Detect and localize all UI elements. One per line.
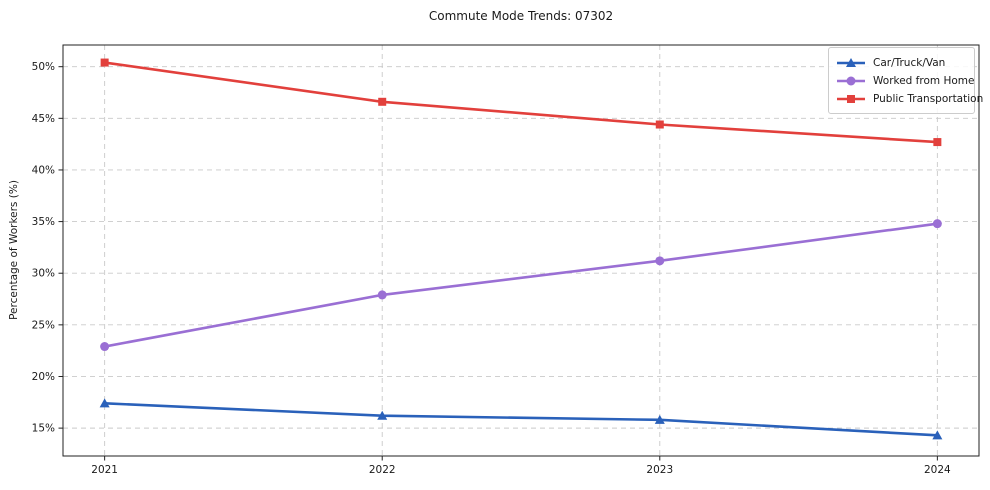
legend-item-worked-from-home: Worked from Home xyxy=(836,72,974,89)
data-point-square xyxy=(655,120,664,129)
legend-item-public-transportation: Public Transportation xyxy=(836,90,983,107)
y-axis-label: Percentage of Workers (%) xyxy=(8,180,20,320)
legend-label: Car/Truck/Van xyxy=(873,56,946,69)
x-tick-label: 2022 xyxy=(369,464,396,476)
y-tick-label: 15% xyxy=(32,423,55,435)
data-point-circle xyxy=(932,219,942,229)
series-line-car-truck-van xyxy=(103,402,939,437)
data-point-square xyxy=(933,138,942,147)
data-point-triangle xyxy=(377,410,388,420)
y-tick-label: 25% xyxy=(32,319,55,331)
data-point-circle xyxy=(655,256,665,266)
y-tick-label: 20% xyxy=(32,371,55,383)
data-point-square xyxy=(100,58,109,67)
y-tick-label: 45% xyxy=(32,113,55,125)
chart-title: Commute Mode Trends: 07302 xyxy=(428,9,614,23)
legend-label: Public Transportation xyxy=(873,92,984,105)
series-line-worked-from-home xyxy=(103,222,939,348)
y-tick-label: 40% xyxy=(32,164,55,176)
legend-item-car-truck-van: Car/Truck/Van xyxy=(836,54,968,71)
data-point-triangle xyxy=(654,414,665,424)
series-line-public-transportation xyxy=(103,61,939,144)
x-tick-label: 2023 xyxy=(646,464,673,476)
data-point-triangle xyxy=(99,398,110,408)
legend-swatch-triangle-icon xyxy=(837,57,865,67)
data-point-circle xyxy=(100,342,110,352)
legend-swatch-square-icon xyxy=(837,94,865,103)
data-point-triangle xyxy=(932,430,943,440)
legend-swatch-circle-icon xyxy=(837,76,865,85)
x-tick-label: 2024 xyxy=(924,464,951,476)
y-tick-label: 30% xyxy=(32,268,55,280)
legend-label: Worked from Home xyxy=(873,74,975,87)
y-tick-label: 50% xyxy=(32,61,55,73)
legend: Car/Truck/Van Worked from Home Public Tran… xyxy=(828,47,983,114)
data-point-circle xyxy=(377,290,387,300)
data-point-square xyxy=(378,97,387,106)
plot-border xyxy=(62,44,980,457)
y-tick-label: 35% xyxy=(32,216,55,228)
x-tick-label: 2021 xyxy=(91,464,118,476)
